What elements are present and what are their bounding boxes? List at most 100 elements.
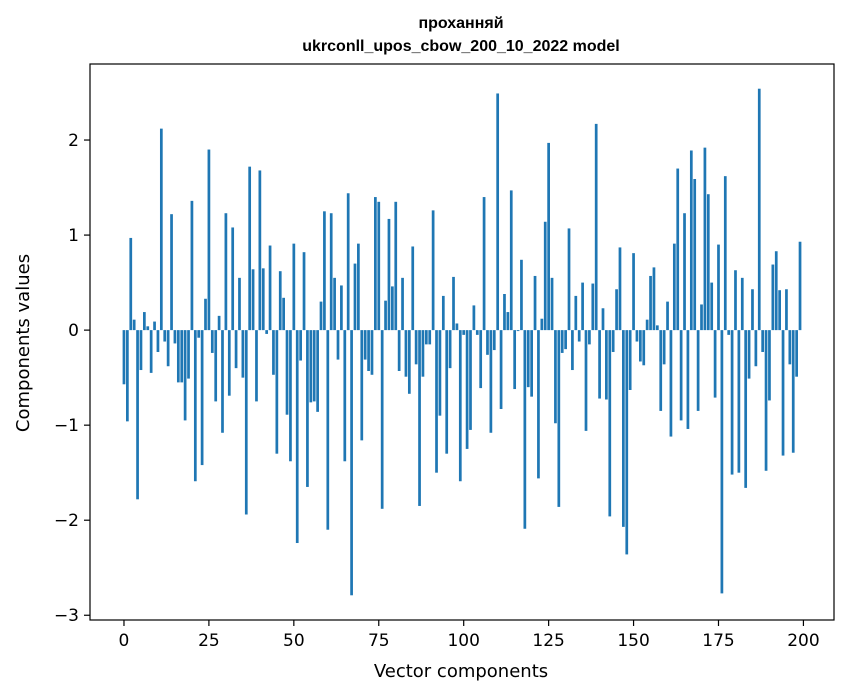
y-tick-label: 2 [68,131,79,151]
bar [255,330,258,402]
bar [771,264,775,331]
bar [608,330,612,517]
bar [159,128,163,331]
bar [306,330,309,487]
chart-title: проханняй [418,15,503,32]
bar [183,330,187,421]
x-tick-label: 100 [447,631,479,651]
bar [655,325,659,331]
y-tick-label: −2 [54,511,79,531]
bar [581,282,584,331]
bar [588,330,591,345]
bar [672,243,676,331]
bar [435,330,438,473]
bar [710,282,714,331]
bar [452,276,455,331]
bar [747,330,751,379]
bar [156,330,160,352]
bar [462,330,466,335]
bar [374,197,377,331]
bar [516,330,520,332]
bar [734,270,737,331]
bar [428,330,432,345]
bar [129,237,133,331]
chart-subtitle: ukrconll_upos_cbow_200_10_2022 model [302,38,619,55]
bar [445,330,449,454]
bar [268,245,272,331]
bar [526,330,530,388]
bar [238,277,241,331]
bar [278,271,282,331]
bar [571,330,574,371]
bar [479,330,483,389]
bar [537,330,540,479]
bar [768,330,771,401]
bar [615,289,618,331]
bar [176,330,180,383]
x-tick-label: 150 [617,631,649,651]
bar [659,330,663,411]
bar [781,330,785,456]
bar [723,176,727,331]
bar [696,330,700,411]
bar [727,330,731,335]
bar [717,244,720,331]
bar [574,295,578,331]
bar [455,323,459,331]
bar [248,166,252,331]
bar [720,330,724,594]
x-tick-label: 50 [283,631,305,651]
bar [384,300,387,331]
bar [564,330,567,350]
bar [744,330,748,488]
bar [170,214,173,331]
bar [751,289,754,331]
bar [346,193,350,331]
bar [598,330,601,399]
bar [340,285,343,331]
bar [326,330,330,530]
bar [173,330,177,344]
bar [465,330,469,449]
bar [132,319,136,331]
bar [190,200,194,331]
bar [601,308,605,331]
bar [591,283,595,331]
bar [272,330,275,375]
bar [632,253,635,331]
bar-series [122,88,802,596]
bar [740,277,744,331]
bar [241,330,245,378]
bar [547,142,550,331]
bar [679,330,683,421]
bar [550,277,554,331]
bar [713,330,717,398]
y-axis-label: Components values [13,254,34,432]
bar [785,289,788,331]
bar [492,330,496,351]
bar [391,286,394,331]
bar [448,330,452,369]
y-tick-label: 0 [68,321,79,341]
bar [282,297,285,331]
bar [200,330,204,466]
bar [458,330,462,482]
bar [353,263,357,331]
bar [554,330,557,424]
bar [265,330,269,334]
bar [418,330,421,506]
bar [757,88,761,331]
bar [258,170,262,331]
bar [764,330,768,471]
bar [730,330,734,475]
bar [625,330,629,555]
bar [469,330,472,430]
bar [146,326,150,331]
bar [323,211,326,331]
bar [791,330,795,453]
bar [244,330,248,515]
y-tick-label: −3 [54,606,79,626]
bar [221,330,224,433]
bar [357,243,360,331]
bar [329,213,333,331]
